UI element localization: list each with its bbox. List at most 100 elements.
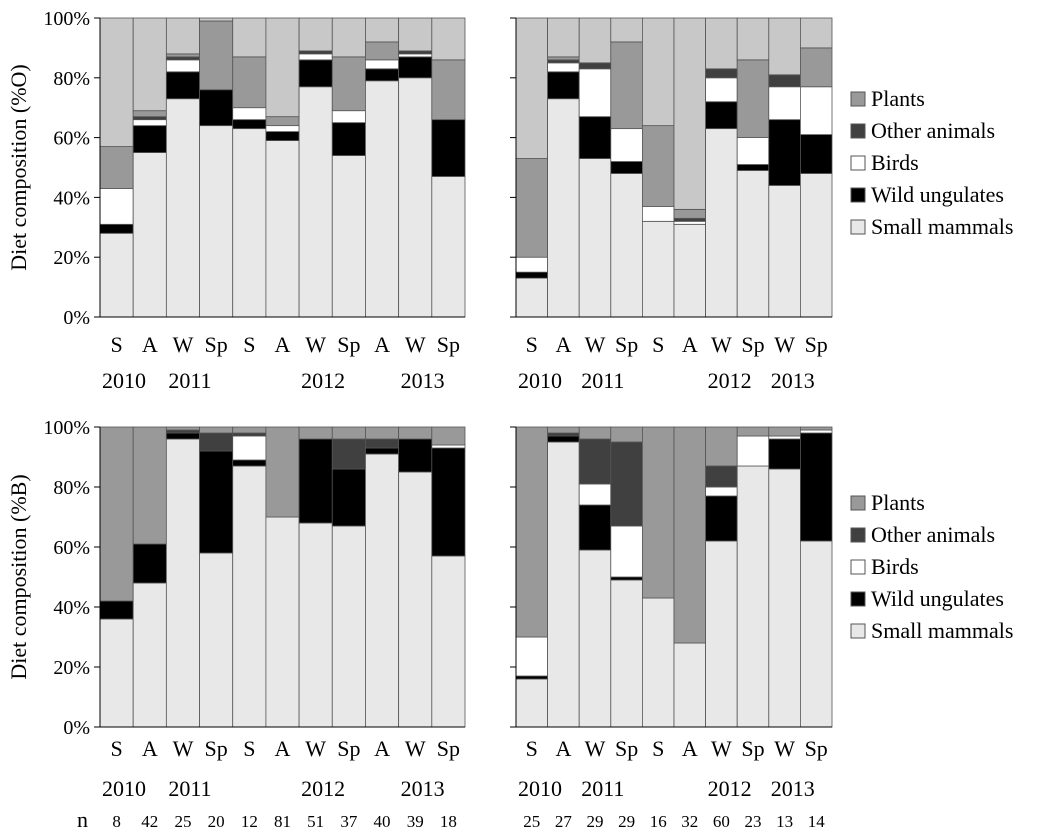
- legend2-swatch-plants: [850, 495, 866, 511]
- legend1-swatch-birds: [850, 155, 866, 171]
- legend1-swatch-small-mammals: [850, 219, 866, 235]
- chart1-category-label-5: A: [275, 332, 291, 357]
- chart1-y-tick-label-5: 100%: [43, 8, 90, 30]
- chart2-bar-2-light-grey-remainder-: [578, 17, 612, 64]
- chart1-bar-9-wild-ungulates: [398, 56, 433, 79]
- chart1-bar-6-wild-ungulates: [298, 59, 333, 88]
- chart1-category-label-4: S: [243, 332, 255, 357]
- chart3-bar-4-birds: [232, 435, 267, 461]
- chart4-bar-2-birds: [578, 483, 612, 506]
- chart3-bar-0-small-mammals: [99, 618, 134, 728]
- chart1-bar-1-light-grey-remainder-: [132, 17, 167, 112]
- chart2-category-label-7: Sp: [741, 332, 764, 357]
- chart1-bar-2-light-grey-remainder-: [165, 17, 200, 55]
- chart3-year-label-3: 2013: [401, 776, 445, 801]
- chart4-bar-2-other-animals: [578, 438, 612, 485]
- legend2-label-small-mammals: Small mammals: [871, 618, 1013, 643]
- chart2-year-label-2: 2012: [708, 368, 752, 393]
- chart4-bar-2-wild-ungulates: [578, 504, 612, 551]
- chart1-bar-2-plants: [165, 53, 200, 58]
- chart3-category-label-2: W: [173, 736, 194, 761]
- chart1-category-label-9: W: [405, 332, 426, 357]
- chart4-bar-1-plants: [547, 426, 580, 434]
- chart1-bar-2-other-animals: [165, 56, 200, 61]
- chart3-y-tick-label-5: 100%: [43, 417, 90, 439]
- chart2-bar-1-other-animals: [547, 59, 580, 64]
- chart2-category-label-0: S: [526, 332, 538, 357]
- chart4-n-label-7: 23: [745, 812, 762, 831]
- chart3-bar-4-plants: [232, 426, 267, 434]
- chart4-bar-1-wild-ungulates: [547, 435, 580, 443]
- chart1-category-label-7: Sp: [337, 332, 360, 357]
- chart4-bar-7-plants: [736, 426, 770, 437]
- chart3-category-label-0: S: [110, 736, 122, 761]
- chart2-category-label-6: W: [711, 332, 732, 357]
- chart1-bar-3-plants: [199, 20, 234, 91]
- chart4-year-label-3: 2013: [771, 776, 815, 801]
- chart4-year-label-0: 2010: [518, 776, 562, 801]
- chart2-bar-8-other-animals: [768, 74, 801, 88]
- chart2-bar-2-wild-ungulates: [578, 116, 612, 159]
- chart4-bar-2-plants: [578, 426, 612, 440]
- chart3-bar-2-small-mammals: [165, 438, 200, 728]
- chart1-year-label-2: 2012: [301, 368, 345, 393]
- chart4-bar-2-small-mammals: [578, 549, 612, 728]
- chart4-category-label-1: A: [555, 736, 571, 761]
- chart3-bar-4-other-animals: [232, 432, 267, 437]
- chart1-bar-4-birds: [232, 107, 267, 121]
- chart1-bar-0-wild-ungulates: [99, 223, 134, 234]
- chart3-bar-6-plants: [298, 426, 333, 440]
- chart4-bar-8-plants: [768, 426, 801, 437]
- chart2-bar-0-plants: [515, 158, 549, 258]
- chart2-bar-0-wild-ungulates: [515, 271, 549, 279]
- chart4-bar-1-other-animals: [547, 432, 580, 437]
- chart4-bar-5-plants: [673, 426, 707, 644]
- chart2-bar-4-birds: [642, 205, 675, 222]
- chart1-bar-9-other-animals: [398, 50, 433, 55]
- chart4-bar-6-birds: [705, 486, 738, 497]
- chart2-category-label-9: Sp: [805, 332, 828, 357]
- chart1-y-tick-label-4: 80%: [53, 68, 90, 90]
- chart3-bar-3-other-animals: [199, 432, 234, 452]
- chart2-bar-0-small-mammals: [515, 277, 549, 318]
- chart1-bar-3-light-grey-remainder-: [199, 17, 234, 22]
- chart4-bar-0-plants: [515, 426, 549, 638]
- chart1-bar-6-light-grey-remainder-: [298, 17, 333, 52]
- chart3-category-label-9: W: [405, 736, 426, 761]
- chart1-bar-6-birds: [298, 53, 333, 61]
- chart3-year-label-1: 2011: [168, 776, 211, 801]
- chart2-bar-6-birds: [705, 77, 738, 103]
- chart3-category-label-8: A: [374, 736, 390, 761]
- chart2-bar-7-plants: [736, 59, 770, 138]
- chart1-bar-0-small-mammals: [99, 232, 134, 318]
- chart1-y-tick-label-1: 20%: [53, 247, 90, 269]
- chart3-category-label-4: S: [243, 736, 255, 761]
- chart2-bar-7-small-mammals: [736, 170, 770, 318]
- chart2-bar-6-light-grey-remainder-: [705, 17, 738, 70]
- chart1-bar-9-small-mammals: [398, 77, 433, 318]
- chart1-bar-4-small-mammals: [232, 128, 267, 318]
- chart4-category-label-9: Sp: [805, 736, 828, 761]
- chart1-bar-5-plants: [265, 116, 300, 127]
- legend1-swatch-wild-ungulates: [850, 187, 866, 203]
- chart4-bar-4-plants: [642, 426, 675, 599]
- chart2-bar-2-birds: [578, 68, 612, 118]
- chart3-bar-0-wild-ungulates: [99, 600, 134, 620]
- chart4-n-label-2: 29: [587, 812, 604, 831]
- chart1-bar-5-birds: [265, 125, 300, 133]
- chart4-bar-9-wild-ungulates: [800, 432, 833, 542]
- chart1-category-label-3: Sp: [205, 332, 228, 357]
- chart1-bar-4-plants: [232, 56, 267, 109]
- chart1-category-label-8: A: [374, 332, 390, 357]
- chart4-bar-0-wild-ungulates: [515, 675, 549, 680]
- chart2-bar-3-birds: [610, 128, 643, 162]
- chart1-bar-7-birds: [331, 110, 366, 124]
- chart2-bar-5-birds: [673, 220, 707, 225]
- chart3-n-label-0: 8: [112, 812, 121, 831]
- chart2-bar-9-small-mammals: [800, 173, 833, 318]
- chart4-category-label-0: S: [526, 736, 538, 761]
- chart4-bar-6-wild-ungulates: [705, 495, 738, 542]
- chart2-category-label-3: Sp: [615, 332, 638, 357]
- chart3-n-label-7: 37: [340, 812, 358, 831]
- chart1-bar-6-small-mammals: [298, 86, 333, 318]
